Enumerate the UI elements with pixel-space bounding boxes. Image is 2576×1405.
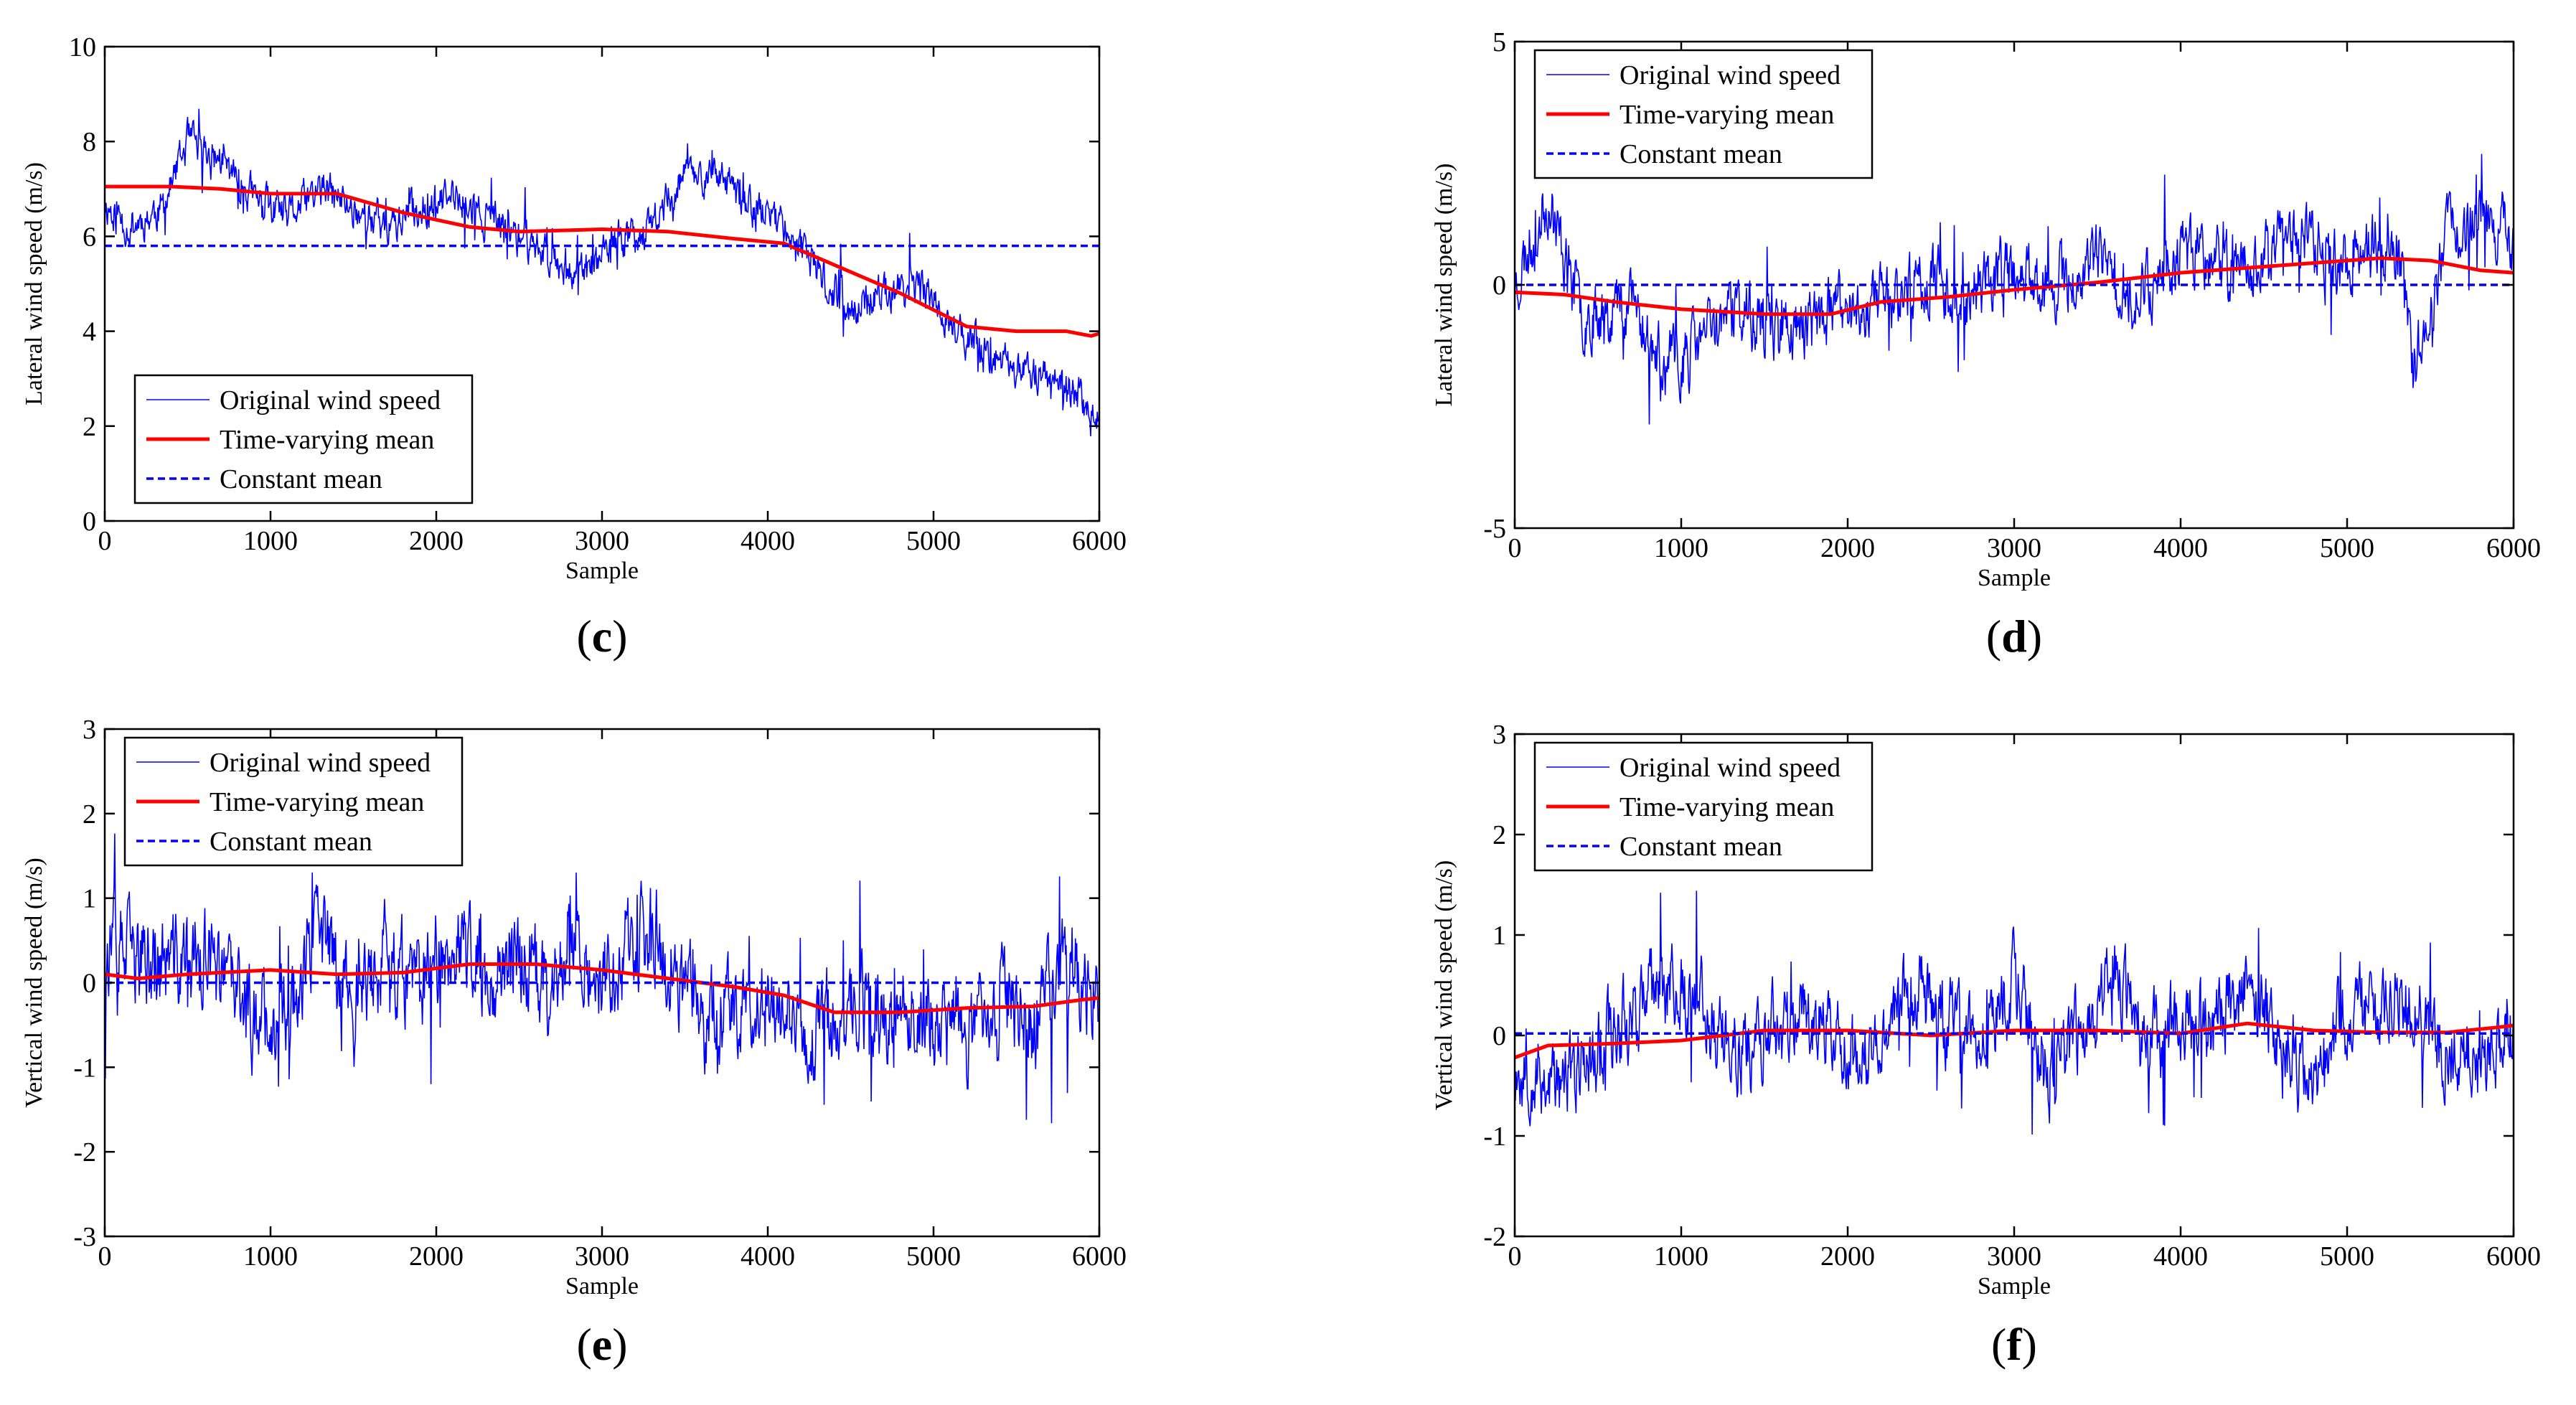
x-tick-label: 3000 bbox=[575, 526, 629, 556]
y-axis-label: Vertical wind speed (m/s) bbox=[21, 857, 47, 1107]
legend-entry: Constant mean bbox=[1620, 139, 1782, 169]
x-tick-label: 5000 bbox=[2320, 533, 2374, 563]
x-tick-label: 6000 bbox=[1072, 1241, 1127, 1272]
x-tick-label: 2000 bbox=[1820, 533, 1875, 563]
x-tick-label: 5000 bbox=[906, 526, 961, 556]
legend-entry: Original wind speed bbox=[210, 748, 431, 778]
y-tick-label: -2 bbox=[1483, 1222, 1506, 1252]
y-tick-label: -5 bbox=[1483, 514, 1506, 544]
series-original-wind-speed bbox=[1515, 891, 2514, 1135]
legend-box bbox=[123, 736, 464, 867]
panel-label: (d) bbox=[1986, 611, 2042, 662]
x-tick-label: 6000 bbox=[1072, 526, 1127, 556]
x-tick-label: 1000 bbox=[243, 526, 298, 556]
y-tick-label: 1 bbox=[1493, 921, 1506, 951]
chart-panel-e: 0 1000 2000 3000 4000 5000 6000 -3 -2 -1 0 1 2 3 Sampl… bbox=[21, 715, 1127, 1370]
y-axis-label: Vertical wind speed (m/s) bbox=[1431, 860, 1457, 1110]
legend-entry: Time-varying mean bbox=[1620, 792, 1834, 822]
legend-entry: Time-varying mean bbox=[210, 787, 424, 817]
y-tick-label: 5 bbox=[1493, 27, 1506, 57]
y-tick-label: -2 bbox=[73, 1137, 96, 1167]
plot-area bbox=[1515, 891, 2514, 1135]
x-tick-label: 5000 bbox=[906, 1241, 961, 1272]
legend-entry: Original wind speed bbox=[1620, 753, 1841, 783]
x-tick-label: 0 bbox=[98, 1241, 112, 1272]
y-tick-label: 0 bbox=[1493, 1021, 1506, 1051]
x-tick-label: 0 bbox=[1508, 533, 1522, 563]
y-tick-label: 4 bbox=[83, 317, 96, 347]
y-tick-label: 2 bbox=[83, 412, 96, 442]
y-tick-label: 0 bbox=[1493, 271, 1506, 301]
panel-label: (c) bbox=[576, 611, 627, 662]
y-tick-label: 3 bbox=[83, 715, 96, 745]
chart-panel-c: 0 1000 2000 3000 4000 5000 6000 0 2 4 6 8 10 Sample La… bbox=[21, 32, 1127, 662]
y-tick-label: 0 bbox=[83, 507, 96, 537]
y-tick-label: -1 bbox=[1483, 1122, 1506, 1152]
x-tick-label: 2000 bbox=[409, 526, 464, 556]
x-tick-label: 0 bbox=[98, 526, 112, 556]
legend: Original wind speed Time-varying mean Cons… bbox=[123, 736, 464, 867]
series-time-varying-mean bbox=[1515, 1021, 2514, 1060]
legend-entry: Time-varying mean bbox=[220, 425, 434, 455]
y-tick-label: 3 bbox=[1493, 720, 1506, 750]
panel-label: (e) bbox=[576, 1319, 627, 1370]
x-axis-label: Sample bbox=[565, 558, 639, 584]
legend-entry: Original wind speed bbox=[220, 385, 441, 415]
x-tick-label: 0 bbox=[1508, 1241, 1522, 1272]
series-time-varying-mean bbox=[105, 184, 1099, 338]
x-tick-label: 1000 bbox=[1654, 533, 1708, 563]
x-tick-label: 4000 bbox=[2153, 1241, 2208, 1272]
plot-area bbox=[105, 833, 1099, 1124]
legend: Original wind speed Time-varying mean Cons… bbox=[1533, 741, 1874, 872]
y-tick-label: -3 bbox=[73, 1222, 96, 1252]
y-tick-label: 6 bbox=[83, 222, 96, 252]
legend: Original wind speed Time-varying mean Cons… bbox=[133, 374, 474, 504]
x-tick-label: 5000 bbox=[2320, 1241, 2374, 1272]
legend: Original wind speed Time-varying mean Cons… bbox=[1533, 49, 1874, 179]
x-tick-label: 6000 bbox=[2486, 533, 2541, 563]
y-tick-label: 8 bbox=[83, 127, 96, 157]
y-axis-label: Lateral wind speed (m/s) bbox=[1431, 164, 1457, 407]
x-tick-label: 3000 bbox=[1987, 533, 2041, 563]
chart-panel-f: 0 1000 2000 3000 4000 5000 6000 -2 -1 0 1 2 3 Sample V… bbox=[1431, 720, 2541, 1370]
series-time-varying-mean bbox=[1515, 256, 2514, 316]
x-tick-label: 4000 bbox=[741, 1241, 795, 1272]
x-tick-label: 2000 bbox=[1820, 1241, 1875, 1272]
x-tick-label: 4000 bbox=[741, 526, 795, 556]
series-original-wind-speed bbox=[105, 833, 1099, 1124]
y-axis-label: Lateral wind speed (m/s) bbox=[21, 162, 47, 405]
series-time-varying-mean bbox=[105, 962, 1099, 1015]
x-axis-label: Sample bbox=[1978, 565, 2051, 591]
x-tick-label: 6000 bbox=[2486, 1241, 2541, 1272]
series-original-wind-speed bbox=[1515, 154, 2514, 425]
x-tick-label: 2000 bbox=[409, 1241, 464, 1272]
y-tick-label: 1 bbox=[83, 884, 96, 914]
chart-panel-d: 0 1000 2000 3000 4000 5000 6000-505SampleLater… bbox=[1431, 27, 2541, 662]
x-tick-label: 1000 bbox=[243, 1241, 298, 1272]
y-tick-label: -1 bbox=[73, 1053, 96, 1083]
x-tick-label: 3000 bbox=[1987, 1241, 2041, 1272]
x-axis-label: Sample bbox=[1978, 1273, 2051, 1300]
plot-area bbox=[1515, 154, 2514, 425]
x-tick-label: 3000 bbox=[575, 1241, 629, 1272]
y-tick-label: 10 bbox=[69, 32, 96, 62]
x-tick-label: 4000 bbox=[2153, 533, 2208, 563]
legend-entry: Original wind speed bbox=[1620, 60, 1841, 90]
y-tick-label: 2 bbox=[1493, 820, 1506, 850]
x-axis-label: Sample bbox=[565, 1273, 639, 1300]
legend-entry: Constant mean bbox=[210, 827, 372, 857]
panel-label: (f) bbox=[1991, 1319, 2037, 1370]
y-tick-label: 2 bbox=[83, 799, 96, 830]
legend-entry: Constant mean bbox=[220, 464, 382, 494]
plot-area bbox=[105, 108, 1099, 437]
x-tick-label: 1000 bbox=[1654, 1241, 1708, 1272]
legend-entry: Constant mean bbox=[1620, 832, 1782, 862]
legend-entry: Time-varying mean bbox=[1620, 100, 1834, 130]
y-tick-label: 0 bbox=[83, 969, 96, 999]
